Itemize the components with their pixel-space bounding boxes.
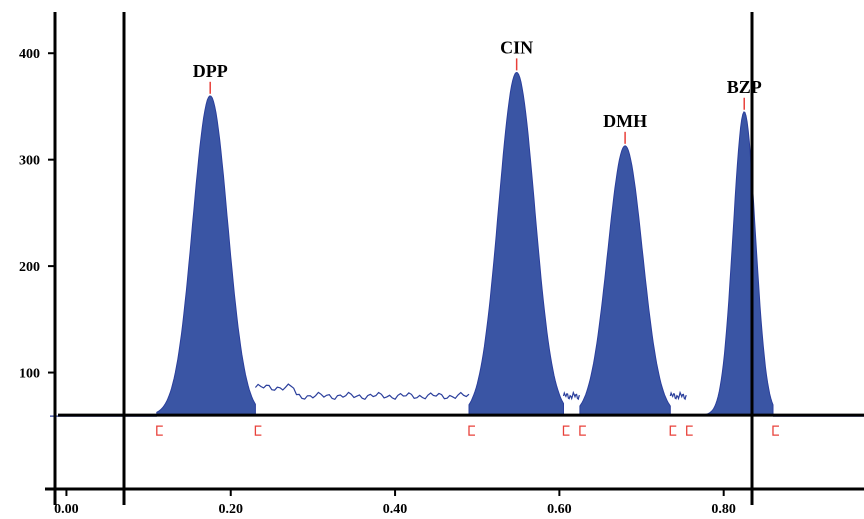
peaks-layer: [156, 71, 774, 416]
axes-layer: [45, 12, 864, 505]
integration-mark: [254, 425, 262, 436]
peak-label-cin: CIN: [500, 37, 533, 57]
integration-mark: [562, 425, 570, 436]
peak-bzp: [686, 111, 774, 416]
peak-label-dpp: DPP: [193, 61, 228, 81]
baseline-trace: [669, 390, 687, 401]
peak-dmh: [579, 145, 671, 416]
y-tick-label: 400: [19, 47, 40, 62]
integration-mark: [772, 425, 779, 436]
integration-mark: [468, 425, 475, 436]
x-tick-label: 0.20: [218, 502, 243, 517]
peak-label-dmh: DMH: [603, 111, 647, 131]
y-tick-label: 100: [19, 367, 40, 382]
x-tick-label: 0.40: [383, 502, 408, 517]
y-tick-label: 200: [19, 260, 40, 275]
integration-marks-layer: [156, 58, 779, 436]
x-tick-label: 0.60: [547, 502, 572, 517]
peak-cin: [468, 71, 564, 416]
integration-mark: [686, 425, 693, 436]
peak-dpp: [156, 95, 256, 416]
y-tick-label: 300: [19, 154, 40, 169]
peak-label-bzp: BZP: [727, 77, 762, 97]
integration-mark: [156, 425, 163, 436]
integration-mark: [579, 425, 586, 436]
baseline-trace: [562, 390, 580, 401]
x-tick-label: 0.00: [54, 502, 79, 517]
integration-mark: [669, 425, 677, 436]
labels-layer: 100 200 300 400 0.00 0.20 0.40 0.60 0.80 DPP CIN DM…: [19, 37, 762, 517]
x-tick-label: 0.80: [711, 502, 736, 517]
baseline-trace: [254, 383, 470, 401]
